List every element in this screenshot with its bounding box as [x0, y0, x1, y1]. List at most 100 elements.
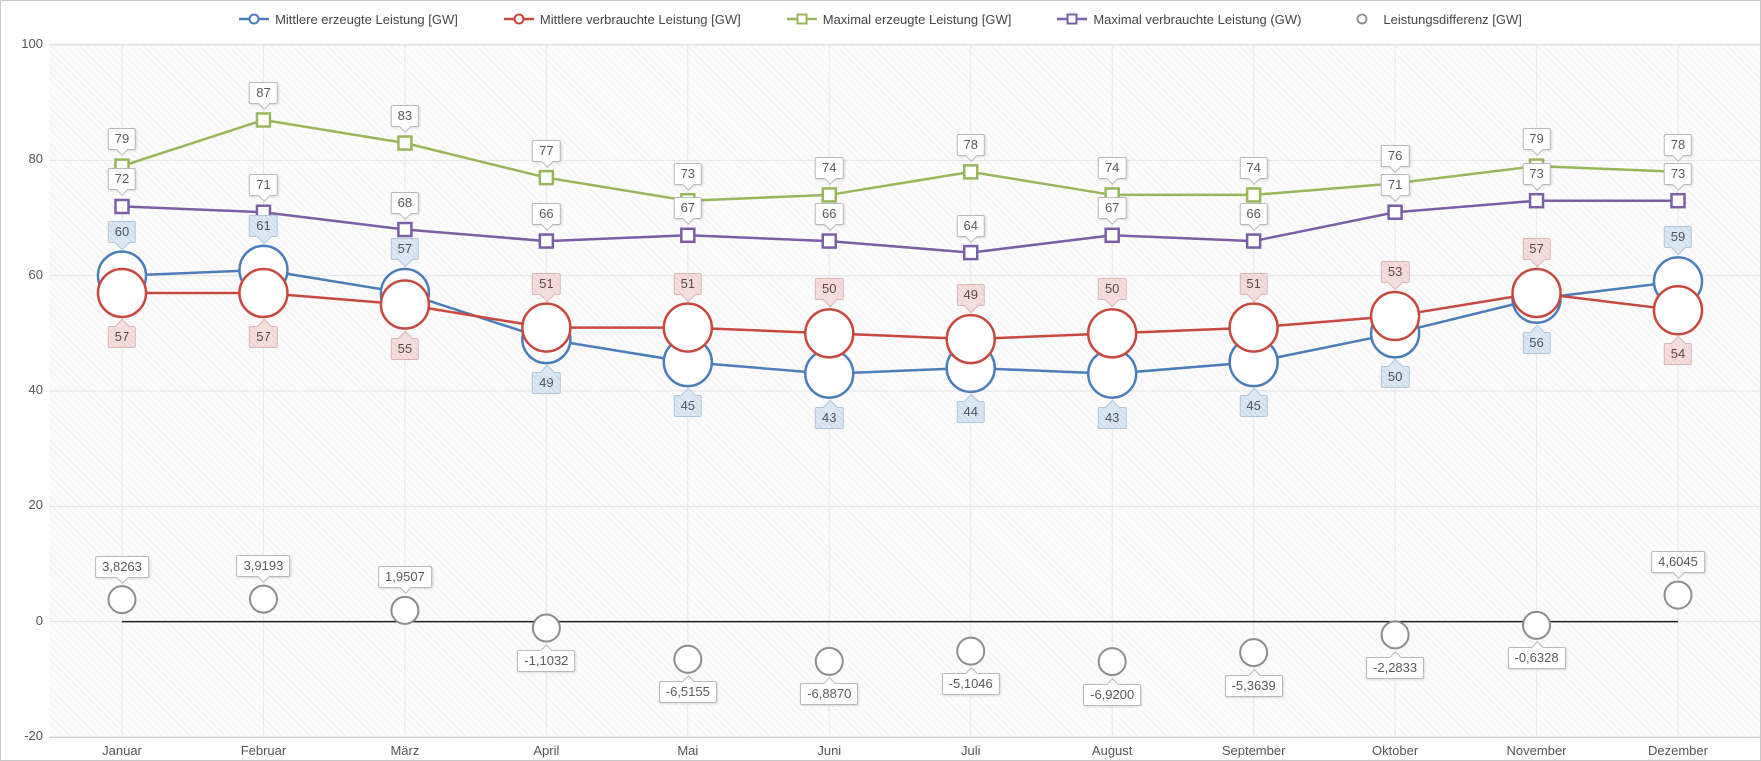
data-point-maximal-verbrauchte-leistung-gw-juli[interactable]	[962, 244, 979, 261]
data-label-leistungsdifferenz-gw-april: -1,1032	[517, 650, 576, 673]
x-axis-label-november: November	[1506, 743, 1567, 758]
data-point-maximal-verbrauchte-leistung-gw-januar[interactable]	[114, 198, 130, 215]
data-label-mittlere-verbrauchte-leistung-gw-oktober: 53	[1380, 261, 1410, 284]
data-point-mittlere-verbrauchte-leistung-gw-juli[interactable]	[945, 313, 996, 365]
data-label-mittlere-erzeugte-leistung-gw-mai: 45	[673, 395, 703, 418]
x-axis-label-august: August	[1091, 743, 1133, 758]
data-point-leistungsdifferenz-gw-september[interactable]	[1239, 638, 1269, 668]
data-point-mittlere-verbrauchte-leistung-gw-november[interactable]	[1511, 267, 1562, 319]
data-point-leistungsdifferenz-gw-november[interactable]	[1522, 610, 1552, 640]
data-label-maximal-erzeugte-leistung-gw-dezember: 78	[1663, 133, 1693, 156]
data-label-mittlere-verbrauchte-leistung-gw-januar: 57	[107, 325, 137, 348]
data-point-maximal-erzeugte-leistung-gw-märz[interactable]	[397, 135, 413, 151]
data-point-leistungsdifferenz-gw-juli[interactable]	[956, 636, 986, 666]
data-label-leistungsdifferenz-gw-januar: 3,8263	[95, 555, 149, 578]
data-point-mittlere-verbrauchte-leistung-gw-januar[interactable]	[96, 267, 148, 319]
data-label-maximal-erzeugte-leistung-gw-september: 74	[1239, 156, 1268, 179]
square-marker-icon	[786, 13, 817, 25]
data-point-leistungsdifferenz-gw-mai[interactable]	[673, 644, 703, 674]
data-point-leistungsdifferenz-gw-dezember[interactable]	[1663, 580, 1693, 610]
data-point-leistungsdifferenz-gw-februar[interactable]	[248, 584, 278, 614]
series-line-mittlere-verbrauchte-leistung-gw	[122, 291, 1679, 341]
data-label-maximal-erzeugte-leistung-gw-august: 74	[1097, 156, 1127, 179]
data-point-leistungsdifferenz-gw-märz[interactable]	[390, 595, 420, 625]
data-label-leistungsdifferenz-gw-märz: 1,9507	[378, 566, 432, 589]
data-point-maximal-erzeugte-leistung-gw-juli[interactable]	[962, 164, 979, 180]
data-point-maximal-erzeugte-leistung-gw-september[interactable]	[1245, 187, 1262, 203]
data-point-mittlere-verbrauchte-leistung-gw-oktober[interactable]	[1369, 290, 1421, 342]
data-label-maximal-erzeugte-leistung-gw-februar: 87	[249, 81, 278, 104]
data-label-maximal-erzeugte-leistung-gw-oktober: 76	[1380, 145, 1410, 168]
data-point-mittlere-verbrauchte-leistung-gw-august[interactable]	[1086, 308, 1138, 359]
data-label-maximal-erzeugte-leistung-gw-april: 77	[532, 139, 561, 162]
data-label-mittlere-verbrauchte-leistung-gw-dezember: 54	[1663, 343, 1693, 366]
data-point-maximal-erzeugte-leistung-gw-juni[interactable]	[821, 187, 838, 203]
series-line-maximal-erzeugte-leistung-gw	[121, 118, 1679, 202]
data-point-maximal-verbrauchte-leistung-gw-märz[interactable]	[397, 221, 413, 238]
data-point-maximal-verbrauchte-leistung-gw-oktober[interactable]	[1387, 204, 1403, 220]
data-label-leistungsdifferenz-gw-juni: -6,8870	[800, 683, 859, 706]
data-label-mittlere-verbrauchte-leistung-gw-märz: 55	[390, 337, 420, 360]
data-point-mittlere-verbrauchte-leistung-gw-juni[interactable]	[804, 308, 855, 359]
data-label-maximal-erzeugte-leistung-gw-märz: 83	[390, 105, 420, 128]
series-line-maximal-verbrauchte-leistung-gw	[121, 199, 1678, 254]
data-point-maximal-verbrauchte-leistung-gw-juni[interactable]	[821, 233, 838, 249]
data-point-mittlere-verbrauchte-leistung-gw-mai[interactable]	[662, 302, 714, 353]
data-point-leistungsdifferenz-gw-juni[interactable]	[814, 646, 844, 676]
data-point-leistungsdifferenz-gw-oktober[interactable]	[1380, 620, 1410, 650]
data-label-mittlere-erzeugte-leistung-gw-märz: 57	[390, 237, 420, 260]
data-point-leistungsdifferenz-gw-januar[interactable]	[107, 585, 137, 615]
data-label-maximal-verbrauchte-leistung-gw-mai: 67	[673, 197, 703, 220]
data-point-mittlere-verbrauchte-leistung-gw-dezember[interactable]	[1652, 285, 1704, 336]
legend-item-maximal-verbrauchte-leistung-gw[interactable]: Maximal verbrauchte Leistung (GW)	[1057, 12, 1301, 27]
data-point-mittlere-verbrauchte-leistung-gw-september[interactable]	[1228, 302, 1279, 353]
data-label-mittlere-erzeugte-leistung-gw-april: 49	[532, 372, 561, 395]
y-axis-tick-label: 40	[28, 382, 43, 397]
data-label-mittlere-erzeugte-leistung-gw-februar: 61	[249, 214, 278, 237]
data-label-mittlere-verbrauchte-leistung-gw-juli: 49	[956, 284, 985, 307]
data-label-maximal-erzeugte-leistung-gw-januar: 79	[107, 128, 137, 151]
x-axis-label-februar: Februar	[240, 743, 287, 758]
data-point-mittlere-verbrauchte-leistung-gw-april[interactable]	[521, 302, 572, 353]
data-label-maximal-verbrauchte-leistung-gw-august: 67	[1097, 197, 1127, 220]
y-axis-tick-label: 0	[35, 612, 43, 628]
data-label-leistungsdifferenz-gw-mai: -6,5155	[658, 681, 717, 704]
data-label-maximal-erzeugte-leistung-gw-juli: 78	[956, 133, 985, 156]
series-line-mittlere-erzeugte-leistung-gw	[121, 268, 1679, 375]
square-marker-icon	[1057, 13, 1088, 25]
data-point-mittlere-verbrauchte-leistung-gw-februar[interactable]	[238, 267, 289, 319]
data-point-maximal-verbrauchte-leistung-gw-august[interactable]	[1104, 227, 1120, 244]
data-point-maximal-erzeugte-leistung-gw-februar[interactable]	[255, 112, 272, 128]
legend-item-mittlere-erzeugte-leistung-gw[interactable]: Mittlere erzeugte Leistung [GW]	[239, 12, 458, 27]
data-point-maximal-verbrauchte-leistung-gw-dezember[interactable]	[1670, 192, 1686, 209]
legend-item-mittlere-verbrauchte-leistung-gw[interactable]: Mittlere verbrauchte Leistung [GW]	[503, 12, 741, 27]
data-point-maximal-verbrauchte-leistung-gw-september[interactable]	[1245, 233, 1262, 249]
data-point-maximal-verbrauchte-leistung-gw-november[interactable]	[1528, 192, 1545, 209]
data-label-leistungsdifferenz-gw-februar: 3,9193	[236, 555, 291, 578]
data-point-maximal-verbrauchte-leistung-gw-april[interactable]	[538, 233, 555, 249]
data-point-leistungsdifferenz-gw-august[interactable]	[1097, 647, 1127, 677]
data-label-mittlere-verbrauchte-leistung-gw-april: 51	[532, 272, 561, 295]
data-label-leistungsdifferenz-gw-oktober: -2,2833	[1366, 656, 1425, 679]
data-label-mittlere-erzeugte-leistung-gw-juli: 44	[956, 400, 985, 423]
x-axis-label-september: September	[1221, 743, 1286, 758]
data-label-mittlere-erzeugte-leistung-gw-januar: 60	[107, 220, 137, 243]
x-axis-label-juli: Juli	[960, 743, 981, 758]
data-label-maximal-verbrauchte-leistung-gw-juni: 66	[815, 203, 844, 226]
data-label-mittlere-verbrauchte-leistung-gw-juni: 50	[815, 278, 844, 301]
data-label-maximal-verbrauchte-leistung-gw-november: 73	[1522, 162, 1551, 185]
x-axis-label-märz: März	[390, 743, 420, 758]
legend-item-maximal-erzeugte-leistung-gw[interactable]: Maximal erzeugte Leistung [GW]	[786, 11, 1012, 27]
data-point-maximal-erzeugte-leistung-gw-april[interactable]	[538, 169, 555, 186]
legend: Mittlere erzeugte Leistung [GW] Mittlere …	[1, 7, 1760, 31]
data-label-mittlere-erzeugte-leistung-gw-dezember: 59	[1663, 226, 1693, 249]
data-label-mittlere-erzeugte-leistung-gw-oktober: 50	[1380, 366, 1410, 389]
legend-item-leistungsdifferenz-gw[interactable]: Leistungsdifferenz [GW]	[1347, 12, 1522, 27]
data-point-leistungsdifferenz-gw-april[interactable]	[531, 613, 561, 643]
legend-label: Maximal erzeugte Leistung [GW]	[822, 11, 1012, 27]
data-point-mittlere-verbrauchte-leistung-gw-märz[interactable]	[379, 279, 431, 330]
data-label-leistungsdifferenz-gw-september: -5,3639	[1224, 674, 1283, 697]
data-point-maximal-verbrauchte-leistung-gw-mai[interactable]	[680, 227, 696, 244]
data-label-maximal-erzeugte-leistung-gw-mai: 73	[673, 162, 703, 185]
